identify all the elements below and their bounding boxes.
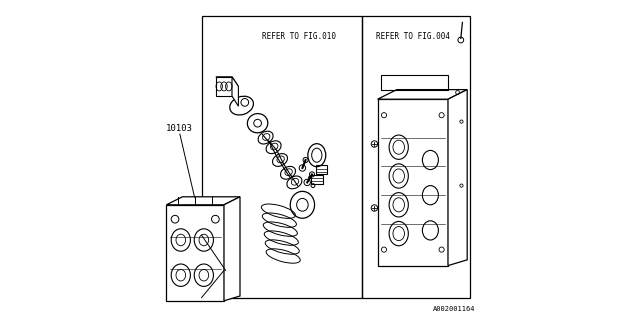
Polygon shape [448,90,467,266]
Text: REFER TO FIG.010: REFER TO FIG.010 [262,32,336,41]
Bar [362,16,470,298]
Bar [311,175,323,184]
Polygon shape [166,205,224,301]
Bar [202,16,362,298]
Polygon shape [166,197,240,205]
Text: 10103: 10103 [166,124,193,132]
Text: A002001164: A002001164 [433,306,475,312]
Polygon shape [378,90,467,99]
Polygon shape [216,77,232,96]
Polygon shape [378,99,448,266]
Polygon shape [232,77,239,106]
Bar [316,165,328,174]
Polygon shape [224,197,240,301]
Text: REFER TO FIG.004: REFER TO FIG.004 [376,32,450,41]
Bar [381,75,448,90]
Polygon shape [216,77,239,86]
